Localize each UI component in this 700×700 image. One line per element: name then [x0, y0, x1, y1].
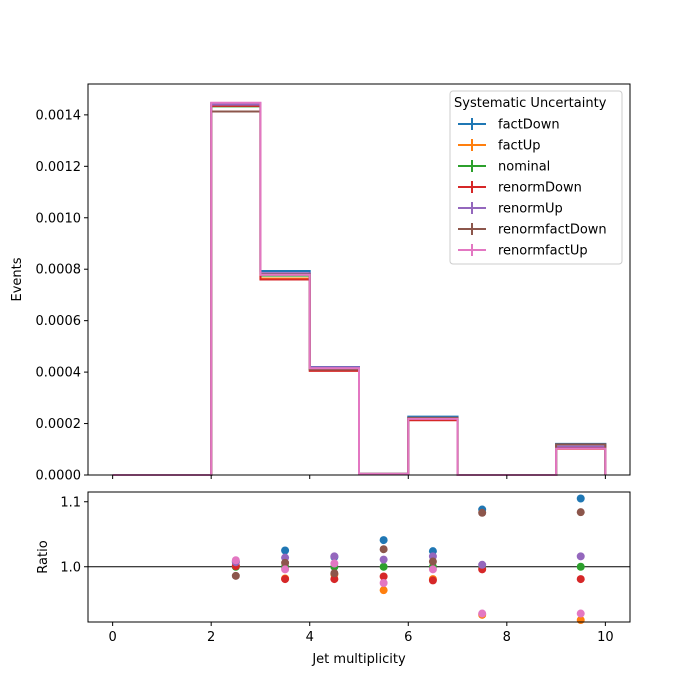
ratio-point-renormUp — [379, 555, 388, 564]
x-tick-label: 8 — [503, 630, 511, 645]
ratio-point-renormfactUp — [478, 609, 487, 618]
ratio-point-factDown — [576, 494, 585, 503]
ratio-point-renormDown — [330, 575, 339, 584]
legend-item-nominal: nominal — [458, 160, 550, 175]
legend-label: renormDown — [498, 181, 582, 196]
main-y-tick-label: 0.0014 — [36, 108, 82, 123]
main-panel: 0.0000 0.0002 0.0004 0.0006 0.0008 0.0010 0.00… — [10, 83, 631, 484]
ratio-point-renormUp — [576, 552, 585, 561]
legend-item-renormDown: renormDown — [458, 181, 582, 196]
ratio-point-renormfactUp — [231, 556, 240, 565]
ratio-point-renormfactDown — [281, 558, 290, 567]
ratio-plot-frame — [87, 491, 631, 623]
main-y-tick-label: 0.0008 — [36, 263, 82, 278]
ratio-point-renormDown — [379, 572, 388, 581]
ratio-point-renormfactDown — [379, 545, 388, 554]
ratio-point-nominal — [576, 562, 585, 571]
ratio-point-renormDown — [281, 575, 290, 584]
ratio-panel: 1.0 1.1 0 2 4 6 8 10 Ratio Jet multiplicity — [36, 491, 631, 667]
ratio-point-renormfactDown — [428, 557, 437, 566]
ratio-points — [231, 494, 585, 625]
legend-label: renormfactUp — [498, 244, 588, 259]
ratio-point-renormDown — [428, 576, 437, 585]
x-tick-label: 10 — [597, 630, 614, 645]
ratio-point-nominal — [379, 562, 388, 571]
ratio-point-renormfactDown — [478, 508, 487, 517]
ratio-y-axis-label: Ratio — [36, 540, 51, 573]
ratio-point-renormfactDown — [231, 571, 240, 580]
legend-label: renormUp — [498, 202, 563, 217]
ratio-point-factDown — [379, 536, 388, 545]
x-tick-label: 4 — [306, 630, 314, 645]
main-y-tick-label: 0.0010 — [36, 211, 82, 226]
legend-item-factDown: factDown — [458, 118, 560, 133]
legend-label: factUp — [498, 139, 541, 154]
ratio-point-renormfactDown — [330, 569, 339, 578]
ratio-point-renormUp — [478, 560, 487, 569]
legend-box — [449, 90, 623, 265]
ratio-point-renormfactUp — [576, 609, 585, 618]
main-y-tick-label: 0.0000 — [36, 469, 82, 484]
main-y-tick-label: 0.0006 — [36, 314, 82, 329]
ratio-point-renormUp — [330, 552, 339, 561]
ratio-point-renormfactDown — [576, 508, 585, 517]
x-tick-label: 0 — [108, 630, 116, 645]
ratio-y-tick-label: 1.0 — [60, 560, 81, 575]
main-y-ticks: 0.0000 0.0002 0.0004 0.0006 0.0008 0.0010 0.00… — [36, 108, 88, 484]
legend-title: Systematic Uncertainty — [454, 96, 607, 111]
ratio-point-renormfactUp — [330, 559, 339, 568]
main-y-tick-label: 0.0004 — [36, 366, 82, 381]
ratio-point-renormfactUp — [281, 565, 290, 574]
ratio-point-factDown — [281, 546, 290, 555]
legend-label: nominal — [498, 160, 550, 175]
legend-item-renormUp: renormUp — [458, 202, 563, 217]
main-plot-frame — [87, 83, 631, 476]
legend-items: factDown factUp nominal renormDown renormUp r… — [458, 118, 607, 259]
legend: Systematic Uncertainty factDown factUp nom… — [449, 90, 623, 265]
main-y-tick-label: 0.0012 — [36, 160, 82, 175]
ratio-point-renormfactUp — [428, 565, 437, 574]
ratio-point-factUp — [379, 586, 388, 595]
ratio-x-ticks: 0 2 4 6 8 10 — [108, 622, 614, 645]
main-y-tick-label: 0.0002 — [36, 417, 82, 432]
ratio-y-tick-label: 1.1 — [60, 495, 81, 510]
x-tick-label: 6 — [404, 630, 412, 645]
x-tick-label: 2 — [207, 630, 215, 645]
legend-item-renormfactUp: renormfactUp — [458, 244, 588, 259]
ratio-point-renormfactUp — [379, 579, 388, 587]
legend-item-renormfactDown: renormfactDown — [458, 223, 607, 238]
legend-label: renormfactDown — [498, 223, 607, 238]
main-x-ticks — [112, 475, 606, 479]
ratio-y-ticks: 1.0 1.1 — [60, 495, 88, 575]
legend-item-factUp: factUp — [458, 139, 541, 154]
legend-label: factDown — [498, 118, 560, 133]
ratio-point-renormDown — [576, 575, 585, 584]
x-axis-label: Jet multiplicity — [311, 652, 406, 667]
main-y-axis-label: Events — [10, 257, 25, 301]
